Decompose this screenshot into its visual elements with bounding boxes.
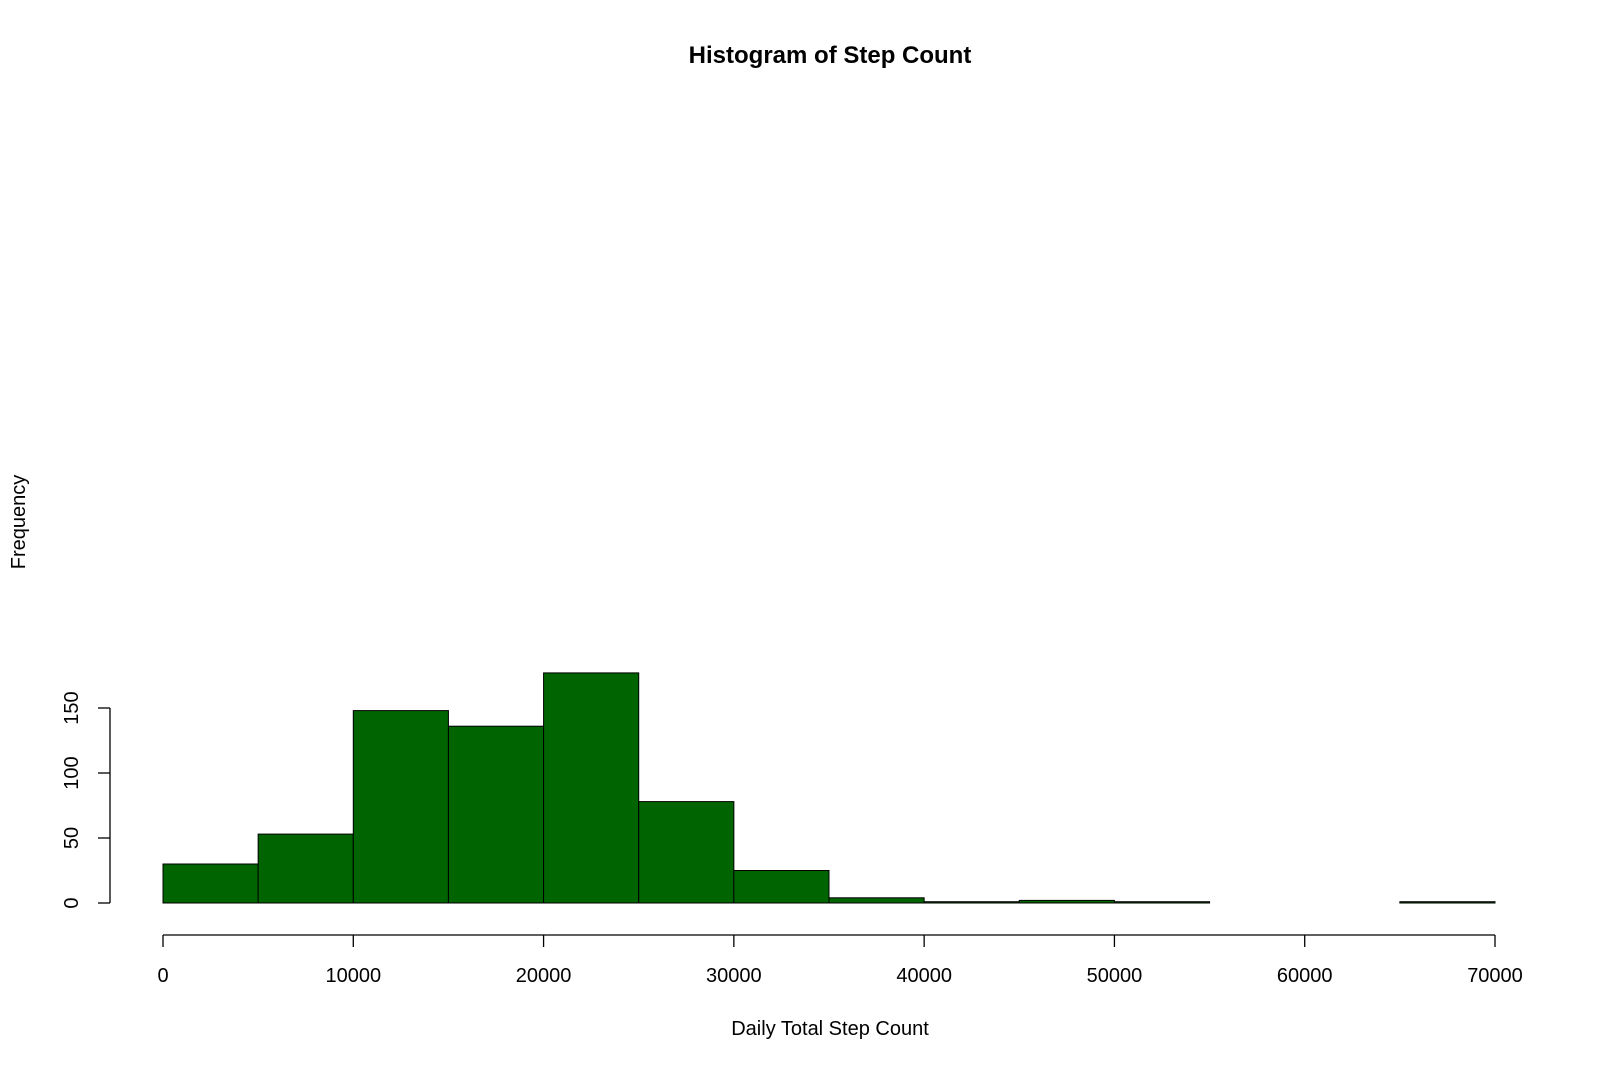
x-tick-label: 30000: [706, 965, 762, 987]
bars-group: [162, 672, 1496, 904]
histogram-bar: [352, 710, 449, 904]
x-tick-label: 0: [157, 965, 168, 987]
histogram-bar: [733, 870, 830, 904]
chart-title: Histogram of Step Count: [689, 42, 972, 69]
x-tick-label: 40000: [896, 965, 952, 987]
x-axis: 0 10000 20000 30000 40000 50000 60000 70000: [157, 934, 1523, 987]
x-tick-label: 10000: [325, 965, 381, 987]
histogram-bar: [923, 901, 1020, 904]
y-tick-label: 150: [61, 691, 83, 724]
histogram-bar: [543, 672, 640, 904]
y-tick-label: 50: [61, 827, 83, 849]
histogram-bar: [257, 833, 354, 904]
x-tick-label: 20000: [516, 965, 572, 987]
histogram-bar: [828, 897, 925, 904]
histogram-bar: [1113, 901, 1211, 904]
x-axis-label: Daily Total Step Count: [731, 1018, 929, 1040]
x-tick-label: 70000: [1467, 965, 1523, 987]
y-axis: 0 50 100 150: [61, 691, 111, 909]
histogram-bar: [162, 863, 259, 904]
y-tick-label: 0: [61, 897, 83, 908]
histogram-bar: [1399, 901, 1496, 904]
x-tick-label: 50000: [1087, 965, 1143, 987]
histogram-bar: [447, 725, 545, 904]
histogram-bar: [638, 801, 735, 904]
x-tick-label: 60000: [1277, 965, 1333, 987]
y-tick-label: 100: [61, 756, 83, 789]
y-axis-label: Frequency: [8, 475, 30, 570]
histogram-bar: [1018, 899, 1115, 904]
